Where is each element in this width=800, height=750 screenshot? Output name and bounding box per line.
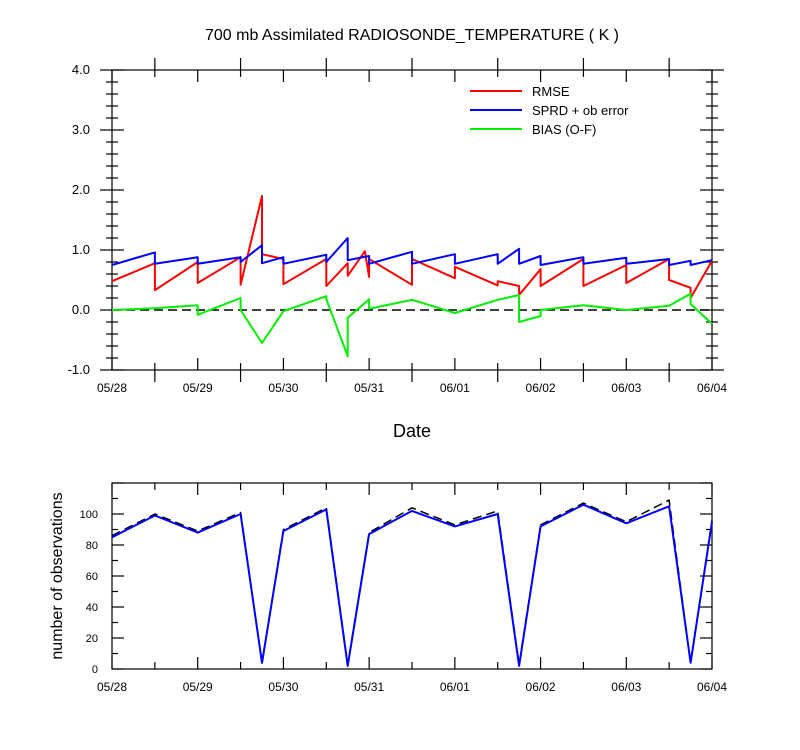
- x-tick-label: 05/30: [268, 680, 298, 694]
- series-line-sprd-ob-error: [111, 237, 713, 266]
- x-tick-label: 05/28: [97, 680, 127, 694]
- x-tick-label: 05/29: [183, 680, 213, 694]
- x-tick-label: 05/28: [97, 381, 127, 395]
- y-tick-label: 80: [86, 540, 98, 552]
- legend-label: BIAS (O-F): [532, 122, 596, 137]
- y-tick-label: 40: [86, 602, 98, 614]
- series-line-rmse: [111, 195, 713, 299]
- y-tick-label: 3.0: [72, 122, 90, 137]
- x-tick-label: 06/02: [526, 680, 556, 694]
- series-line-bias-o-f: [111, 292, 713, 358]
- y-tick-label: -1.0: [68, 362, 90, 377]
- y-tick-label: 0: [92, 664, 98, 676]
- y-tick-label: 60: [86, 571, 98, 583]
- y-tick-label: 20: [86, 633, 98, 645]
- series-line-series-0: [111, 499, 713, 666]
- x-tick-label: 06/01: [440, 381, 470, 395]
- x-tick-label: 05/31: [354, 680, 384, 694]
- observation-count-chart: 05/28 05/29 05/30 05/31 06/01 06/02 06/03 06/04…: [80, 482, 727, 694]
- legend-label: RMSE: [532, 84, 570, 99]
- x-tick-label: 05/29: [183, 381, 213, 395]
- x-tick-label: 06/04: [697, 381, 727, 395]
- chart-title: 700 mb Assimilated RADIOSONDE_TEMPERATUR…: [205, 27, 619, 44]
- x-tick-label: 06/03: [611, 381, 641, 395]
- y-tick-label: 2.0: [72, 182, 90, 197]
- y-tick-label: 1.0: [72, 242, 90, 257]
- rmse-spread-bias-chart: 05/28 05/29 05/30 05/31 06/01 06/02 06/03 06/04…: [68, 58, 727, 395]
- x-tick-label: 05/30: [268, 381, 298, 395]
- y-tick-label: 100: [80, 509, 98, 521]
- y-tick-label: 4.0: [72, 62, 90, 77]
- x-tick-label: 06/03: [611, 680, 641, 694]
- x-axis-label: Date: [393, 421, 431, 441]
- x-tick-label: 06/02: [526, 381, 556, 395]
- series-line-series-1: [111, 503, 713, 667]
- y-axis-label-observations: number of observations: [49, 492, 66, 659]
- legend-label: SPRD + ob error: [532, 103, 629, 118]
- x-tick-label: 06/04: [697, 680, 727, 694]
- x-tick-label: 05/31: [354, 381, 384, 395]
- x-tick-label: 06/01: [440, 680, 470, 694]
- y-tick-label: 0.0: [72, 302, 90, 317]
